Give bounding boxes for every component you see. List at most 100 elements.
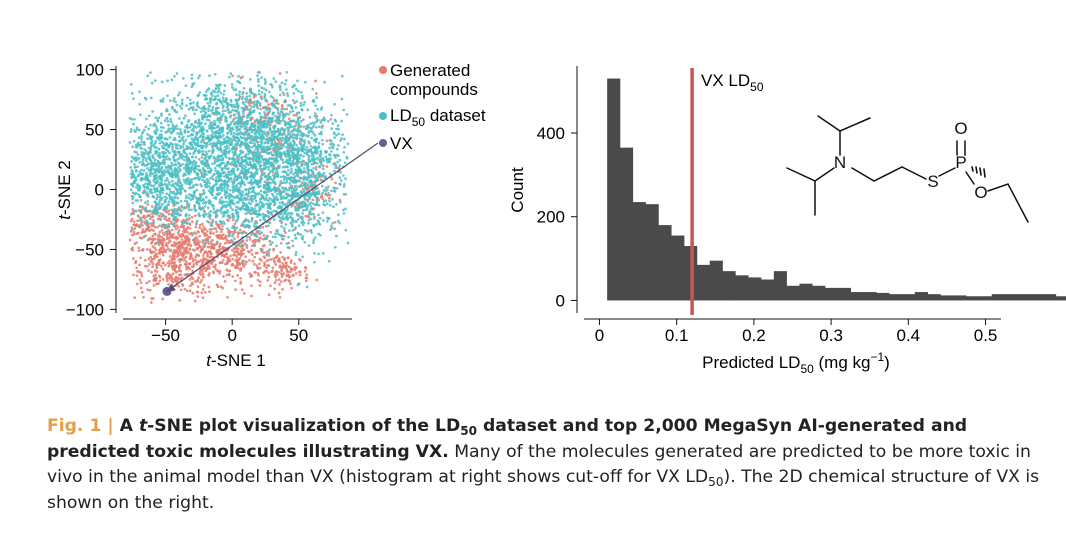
ld50-dataset-point [151, 135, 154, 139]
ld50-dataset-point [288, 160, 291, 163]
ld50-dataset-point [157, 240, 160, 244]
ld50-dataset-point [224, 97, 228, 100]
generated-compound-point [147, 257, 151, 261]
ld50-dataset-point [202, 93, 206, 97]
ld50-dataset-point [297, 224, 301, 228]
ld50-dataset-point [158, 161, 161, 165]
generated-compound-point [190, 281, 194, 285]
ld50-dataset-point [272, 194, 275, 198]
ld50-dataset-point [187, 196, 191, 200]
ld50-dataset-point [183, 151, 187, 155]
ld50-dataset-point [158, 193, 162, 197]
ld50-dataset-point [302, 103, 305, 107]
generated-compound-point [188, 262, 191, 266]
generated-compound-point [281, 261, 284, 265]
generated-compound-point [162, 247, 166, 251]
generated-compound-point [167, 219, 171, 222]
ld50-dataset-point [279, 156, 283, 159]
ld50-dataset-point [204, 150, 208, 154]
ld50-dataset-point [189, 147, 193, 150]
ld50-dataset-point [288, 122, 291, 125]
generated-compound-point [235, 255, 239, 258]
generated-compound-point [301, 97, 304, 100]
ld50-dataset-point [154, 116, 158, 120]
ld50-dataset-point [187, 213, 191, 217]
ld50-dataset-point [275, 192, 279, 196]
ld50-dataset-point [158, 154, 161, 157]
generated-compound-point [226, 295, 229, 299]
ld50-dataset-point [177, 93, 180, 97]
ld50-dataset-point [307, 221, 310, 225]
ld50-dataset-point [268, 221, 272, 225]
ld50-dataset-point [177, 117, 181, 120]
ld50-dataset-point [257, 84, 260, 88]
ld50-dataset-point [291, 163, 295, 167]
ld50-dataset-point [168, 99, 172, 102]
ld50-dataset-point [312, 224, 316, 228]
generated-compound-point [242, 292, 246, 295]
generated-compound-point [221, 233, 225, 237]
ld50-dataset-point [325, 220, 329, 223]
generated-compound-point [135, 266, 139, 270]
ld50-dataset-point [174, 181, 177, 185]
ld50-dataset-point [281, 128, 285, 132]
ld50-dataset-point [229, 72, 233, 75]
ld50-dataset-point [212, 123, 216, 126]
ld50-dataset-point [161, 99, 165, 103]
ld50-dataset-point [166, 79, 170, 83]
generated-compound-point [157, 282, 160, 285]
ld50-dataset-point [261, 212, 265, 216]
ld50-dataset-point [273, 138, 276, 142]
ld50-dataset-point [130, 226, 134, 230]
ld50-dataset-point [219, 100, 223, 103]
ld50-dataset-point [245, 95, 249, 99]
ld50-dataset-point [211, 94, 214, 98]
ld50-dataset-point [249, 89, 252, 93]
ld50-dataset-point [251, 186, 255, 190]
ld50-dataset-point [257, 132, 261, 136]
generated-compound-point [185, 262, 189, 266]
ld50-dataset-point [130, 176, 133, 179]
ld50-dataset-point [259, 125, 263, 129]
ld50-dataset-point [307, 158, 311, 162]
ld50-dataset-point [299, 119, 303, 123]
generated-compound-point [166, 272, 170, 275]
ld50-dataset-point [256, 80, 260, 83]
ld50-dataset-point [139, 146, 143, 150]
ld50-dataset-point [136, 174, 140, 178]
ld50-dataset-point [236, 217, 240, 221]
ld50-dataset-point [281, 237, 285, 241]
ld50-dataset-point [281, 201, 284, 204]
ld50-dataset-point [338, 182, 341, 186]
ld50-dataset-point [203, 98, 207, 101]
ld50-dataset-point [162, 146, 166, 150]
ld50-dataset-point [241, 75, 244, 79]
ld50-dataset-point [330, 127, 334, 131]
generated-compound-point [254, 251, 258, 255]
generated-compound-point [256, 266, 259, 270]
ld50-dataset-point [339, 200, 342, 204]
ld50-dataset-point [319, 149, 322, 153]
generated-compound-point [194, 232, 198, 236]
ld50-dataset-point [221, 112, 225, 116]
ld50-dataset-point [240, 118, 244, 122]
generated-compound-point [207, 285, 211, 289]
ld50-dataset-point [307, 244, 311, 247]
generated-compound-point [235, 265, 239, 268]
generated-compound-point [207, 242, 211, 245]
ld50-dataset-point [239, 124, 243, 128]
ld50-dataset-point [154, 132, 157, 135]
ld50-dataset-point [340, 119, 343, 123]
ld50-dataset-point [138, 160, 142, 164]
generated-compound-point [311, 198, 315, 202]
ld50-dataset-point [197, 130, 201, 134]
ld50-dataset-point [139, 143, 143, 147]
ld50-dataset-point [334, 166, 337, 170]
ld50-dataset-point [233, 226, 236, 230]
ld50-dataset-point [234, 209, 238, 213]
generated-compound-point [295, 114, 298, 117]
generated-compound-point [183, 256, 187, 260]
ld50-dataset-point [254, 158, 258, 161]
generated-compound-point [135, 241, 139, 245]
